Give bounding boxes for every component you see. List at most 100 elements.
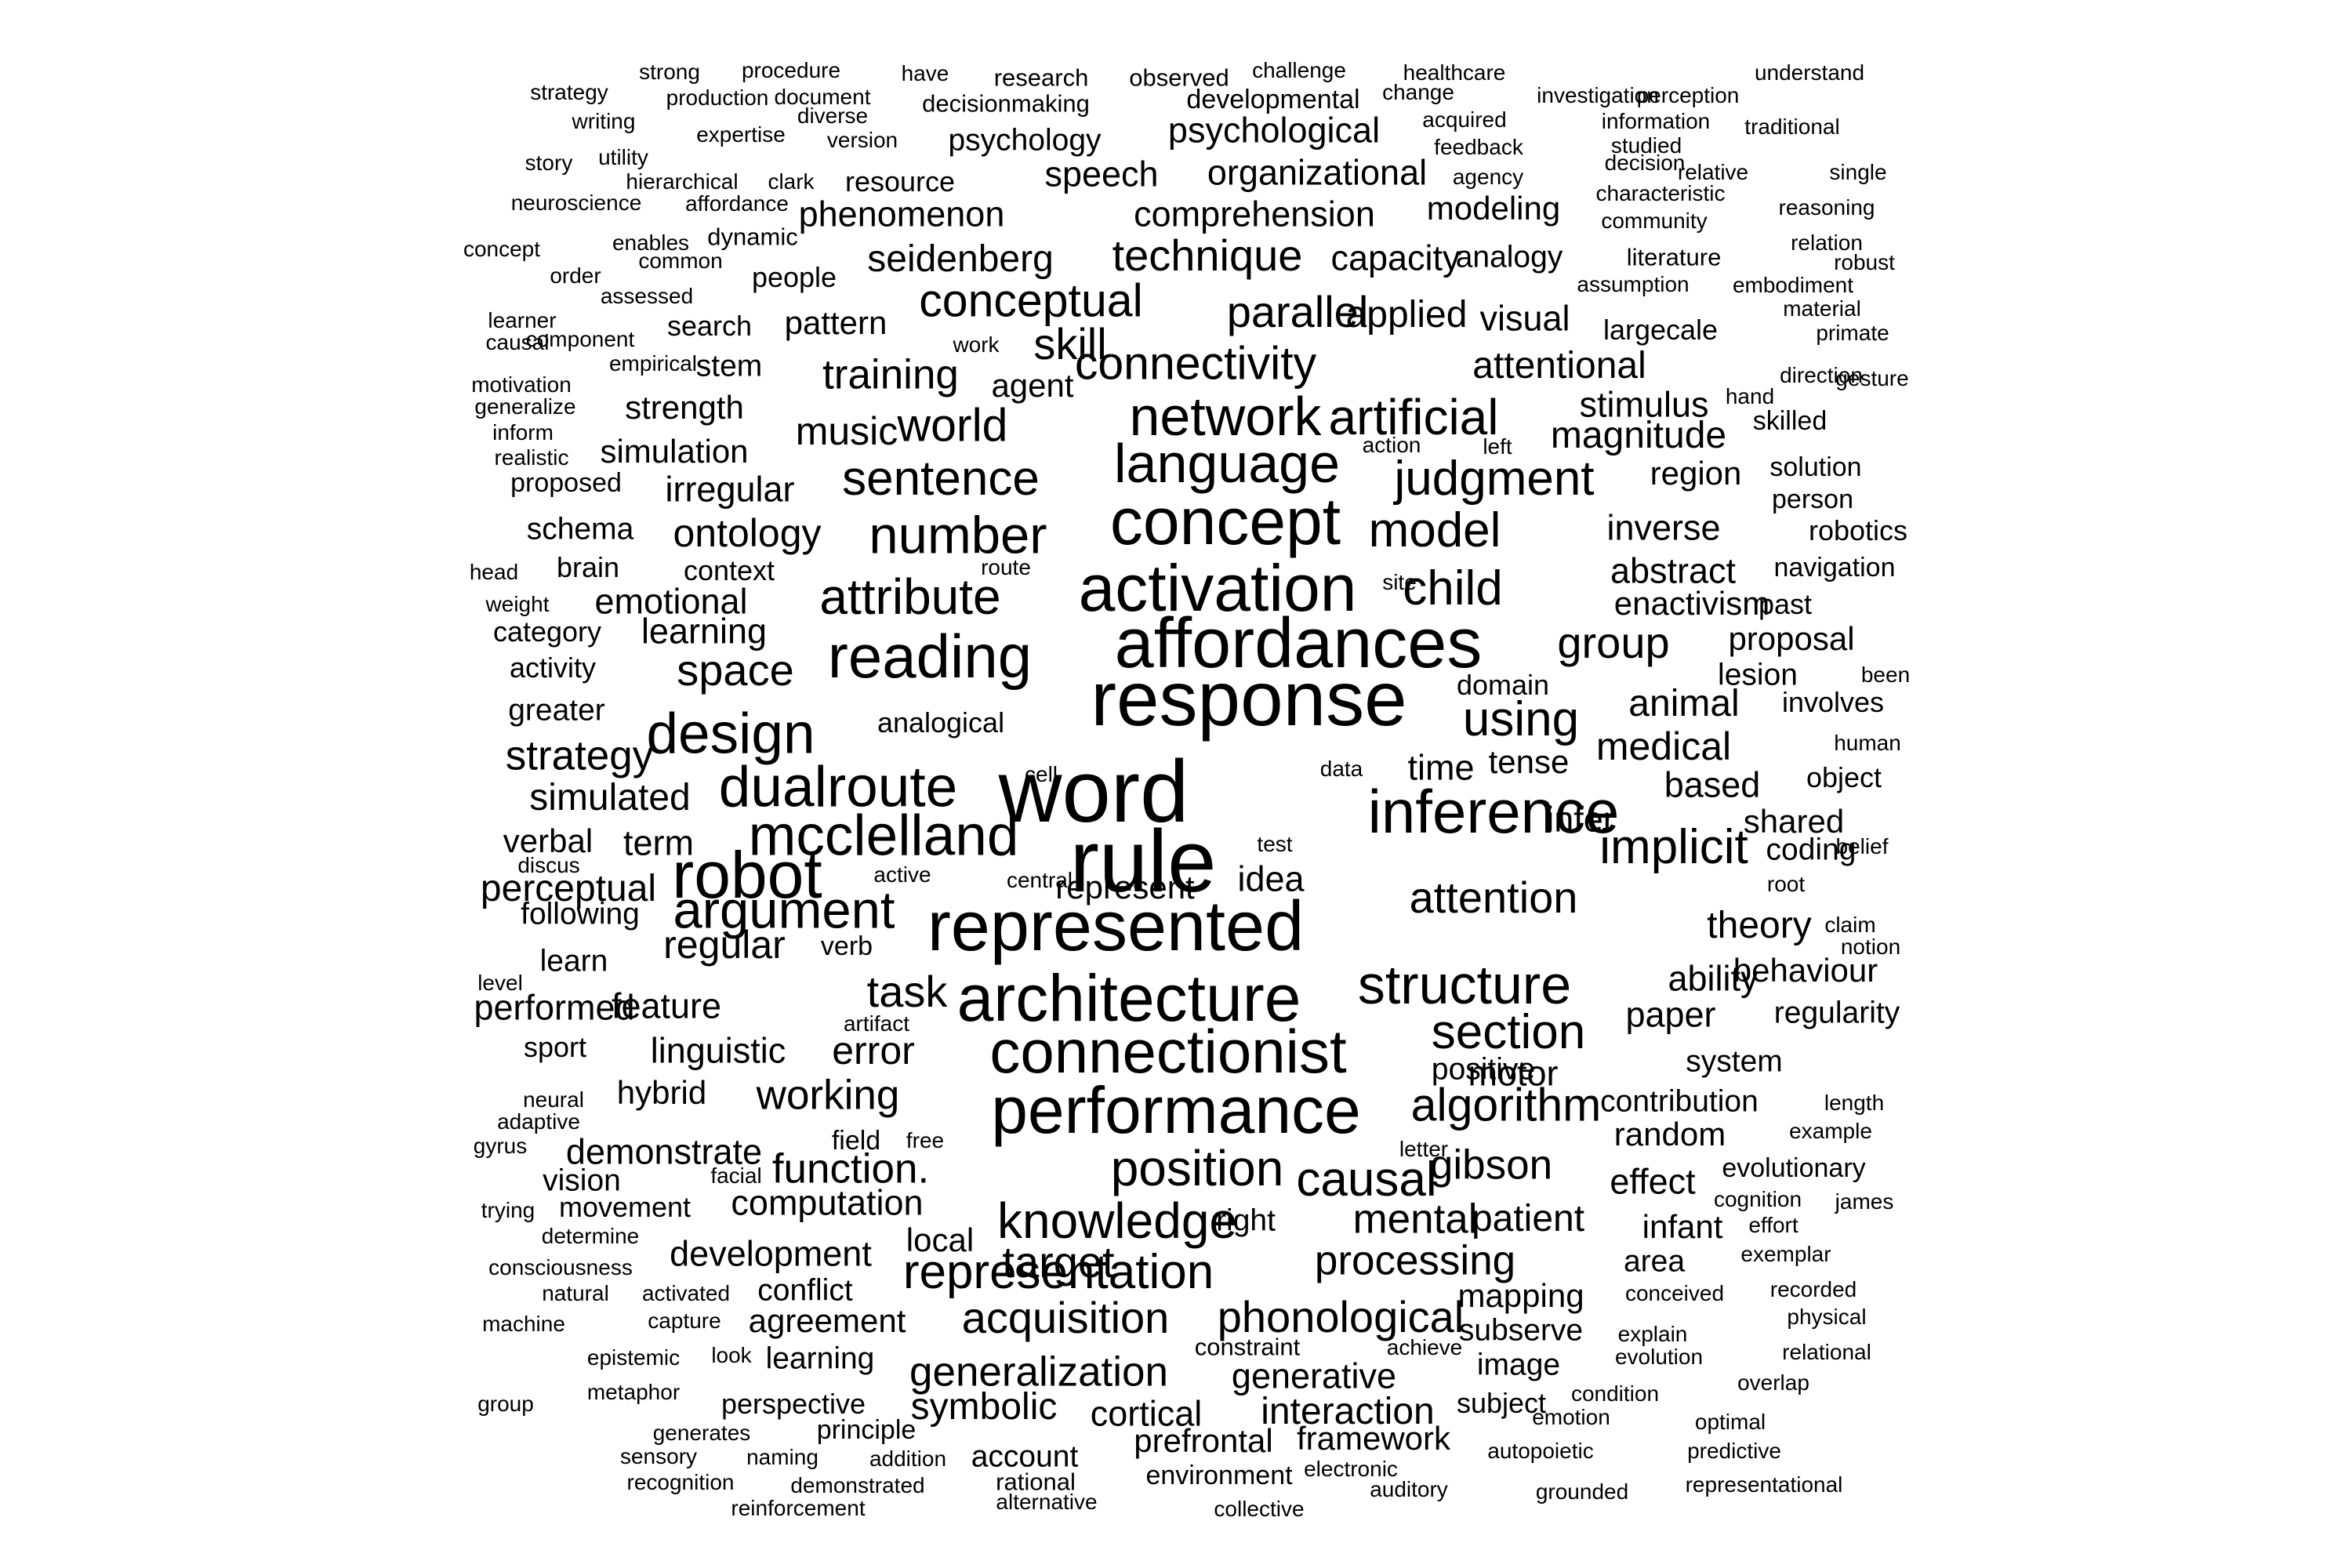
cloud-word: single — [1829, 160, 1887, 184]
cloud-word: regular — [663, 923, 786, 967]
cloud-word: story — [524, 151, 573, 175]
cloud-word: decisionmaking — [922, 89, 1090, 118]
cloud-word: rule — [1069, 812, 1217, 910]
cloud-word: evolutionary — [1722, 1153, 1866, 1183]
cloud-word: child — [1403, 561, 1503, 615]
cloud-word: healthcare — [1403, 60, 1506, 85]
cloud-word: judgment — [1394, 452, 1595, 506]
cloud-word: generalize — [474, 394, 576, 419]
cloud-word: site — [1382, 570, 1417, 594]
cloud-word: demonstrate — [565, 1131, 763, 1172]
cloud-word: representational — [1685, 1472, 1843, 1497]
cloud-word: simulated — [529, 777, 691, 818]
cloud-word: resource — [844, 165, 956, 198]
cloud-word: acquisition — [961, 1293, 1170, 1342]
cloud-word: function. — [771, 1145, 930, 1192]
cloud-word: primate — [1816, 321, 1889, 345]
cloud-word: sentence — [842, 452, 1040, 506]
cloud-word: trying — [481, 1198, 535, 1222]
cloud-word: psychological — [1167, 110, 1381, 151]
cloud-word: traditional — [1744, 114, 1840, 139]
cloud-word: applied — [1345, 294, 1468, 336]
cloud-word: constraint — [1194, 1333, 1301, 1361]
cloud-word: achieve — [1386, 1335, 1463, 1359]
cloud-word: computation — [731, 1182, 924, 1223]
cloud-word: ability — [1668, 958, 1759, 999]
cloud-word: challenge — [1252, 58, 1346, 82]
cloud-word: domain — [1456, 669, 1550, 701]
cloud-word: word — [998, 742, 1189, 840]
cloud-word: natural — [542, 1281, 609, 1305]
cloud-word: schema — [526, 512, 634, 546]
cloud-word: attention — [1409, 873, 1578, 922]
cloud-word: environment — [1145, 1461, 1293, 1490]
cloud-word: proposed — [510, 468, 622, 498]
cloud-word: number — [869, 506, 1047, 565]
cloud-word: robotics — [1808, 514, 1908, 546]
cloud-word: alternative — [996, 1490, 1098, 1514]
cloud-word: random — [1613, 1116, 1726, 1152]
cloud-word: category — [492, 615, 602, 648]
cloud-word: section — [1431, 1005, 1586, 1059]
cloud-word: proposal — [1728, 620, 1855, 657]
cloud-word: context — [683, 554, 775, 586]
cloud-word: performed — [474, 987, 635, 1028]
cloud-word: tense — [1488, 743, 1570, 780]
cloud-word: system — [1686, 1044, 1783, 1079]
cloud-word: based — [1664, 764, 1761, 805]
cloud-word: world — [897, 399, 1008, 452]
cloud-word: stem — [695, 349, 763, 383]
cloud-word: information — [1601, 109, 1711, 133]
cloud-word: discus — [517, 853, 580, 877]
cloud-word: central — [1006, 868, 1073, 892]
cloud-word: understand — [1754, 60, 1865, 85]
cloud-word: processing — [1314, 1237, 1516, 1284]
cloud-word: diverse — [797, 103, 869, 128]
cloud-word: generative — [1231, 1356, 1397, 1396]
cloud-word: medical — [1595, 724, 1732, 768]
cloud-word: example — [1789, 1119, 1872, 1143]
cloud-word: head — [469, 560, 519, 584]
cloud-word: document — [774, 85, 871, 109]
cloud-word: group — [1557, 618, 1670, 667]
cloud-word: artifact — [843, 1011, 910, 1036]
cloud-word: evolution — [1614, 1345, 1704, 1369]
cloud-word: comprehension — [1134, 194, 1375, 234]
cloud-word: inform — [492, 420, 554, 445]
cloud-word: linguistic — [650, 1030, 786, 1071]
cloud-word: reasoning — [1778, 195, 1875, 220]
cloud-word: cortical — [1090, 1393, 1203, 1434]
cloud-word: people — [751, 261, 837, 293]
cloud-word: grounded — [1535, 1479, 1629, 1504]
cloud-word: strong — [639, 60, 700, 84]
cloud-word: motor — [1468, 1053, 1559, 1094]
cloud-word: argument — [673, 880, 895, 940]
cloud-word: auditory — [1370, 1477, 1448, 1501]
cloud-word: community — [1601, 209, 1708, 233]
cloud-word: decision — [1604, 151, 1686, 175]
cloud-word: utility — [598, 145, 648, 169]
cloud-word: explain — [1617, 1322, 1688, 1346]
cloud-word: cell — [1024, 762, 1058, 786]
cloud-word: emotional — [594, 581, 748, 622]
cloud-word: generalization — [909, 1348, 1169, 1396]
cloud-word: past — [1758, 588, 1813, 620]
cloud-word: empirical — [608, 351, 698, 376]
cloud-word: notion — [1840, 935, 1901, 959]
cloud-word: relation — [1791, 230, 1863, 255]
cloud-word: magnitude — [1550, 415, 1727, 456]
cloud-word: reading — [827, 622, 1033, 691]
cloud-word: strategy — [530, 80, 608, 104]
cloud-word: group — [477, 1392, 534, 1416]
cloud-word: music — [795, 409, 898, 453]
cloud-word: vision — [543, 1163, 621, 1198]
cloud-word: prefrontal — [1134, 1422, 1273, 1459]
cloud-word: attribute — [819, 568, 1001, 625]
cloud-word: component — [525, 327, 635, 351]
cloud-word: principle — [816, 1415, 916, 1445]
cloud-word: effort — [1748, 1213, 1798, 1237]
cloud-word: observed — [1129, 64, 1229, 92]
cloud-word: term — [623, 822, 694, 863]
cloud-word: studied — [1610, 133, 1682, 158]
cloud-word: feature — [611, 985, 722, 1026]
